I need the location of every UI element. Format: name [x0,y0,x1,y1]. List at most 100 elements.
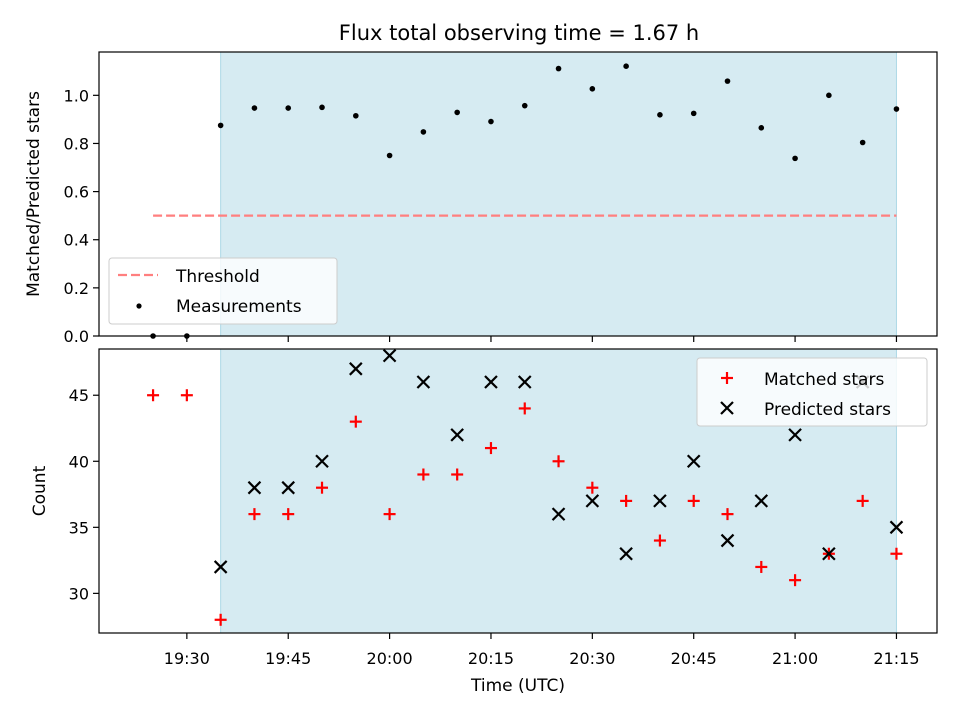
matched-star-point [653,534,666,547]
predicted-star-point [788,428,802,442]
measurement-point [285,105,292,111]
bottom-x-axis-ticks: 19:30 19:45 20:00 20:15 20:30 20:45 21:00 21:15 [164,633,920,668]
measurements-legend-swatch [136,303,142,309]
measurement-point [521,102,528,109]
top-x-axis-ticks [186,336,898,342]
measurement-point [251,105,258,111]
predicted-star-point [349,362,363,376]
measurement-point [758,125,765,131]
predicted-star-point [517,375,532,389]
measurement-point [690,110,697,117]
matched-star-point [383,508,396,521]
predicted-star-point [653,494,667,508]
predicted-star-point [619,546,633,561]
measurement-point [792,155,798,162]
measurement-point [724,78,731,84]
measurement-point [353,112,359,119]
matched-star-point [180,389,193,402]
matched-star-point [856,494,869,507]
predicted-star-point [450,428,464,442]
measurement-point [420,129,427,135]
matched-star-point [316,481,329,494]
predicted-star-point [585,494,600,508]
matched-star-point [349,415,362,428]
measurement-points [150,63,900,339]
top-y-axis-label: Matched/Predicted stars [24,91,44,297]
matched-star-point [282,508,295,521]
matched-legend-label: Matched stars [764,370,884,390]
threshold-legend-label: Threshold [175,267,260,287]
predicted-star-point [247,480,262,495]
top-y-tick-label: 1.0 [64,86,89,105]
predicted-legend-label: Predicted stars [764,400,891,420]
matched-stars-points [147,389,903,626]
predicted-star-point [213,560,228,574]
measurement-point [657,112,663,118]
x-tick-label: 20:45 [671,649,717,668]
measurement-point [555,65,562,72]
matched-star-point [789,574,802,587]
measurement-point [319,104,325,111]
figure-title: Flux total observing time = 1.67 h [339,21,699,45]
matched-star-point [451,468,464,481]
predicted-star-point [754,494,769,508]
predicted-star-point [484,375,498,389]
measurement-point [623,63,629,69]
x-tick-label: 20:30 [569,649,615,668]
x-tick-label: 21:00 [772,649,818,668]
measurement-point [859,139,866,146]
measurement-point [217,122,224,129]
matched-star-point [687,494,700,507]
measurement-point [454,109,460,116]
bottom-legend: Matched stars Predicted stars [696,357,928,427]
top-y-axis-ticks: 0.0 0.2 0.4 0.6 0.8 1.0 [64,86,99,346]
x-tick-label: 19:30 [164,649,210,668]
matched-star-point [518,402,531,415]
x-axis-label: Time (UTC) [470,676,565,696]
predicted-star-point [551,507,566,521]
bottom-legend-box [696,357,928,427]
bottom-plot-frame [98,348,938,634]
predicted-star-point [822,546,836,561]
matched-star-point [586,481,599,494]
predicted-star-point [281,480,296,495]
measurement-point [826,92,832,99]
top-y-tick-label: 0.8 [64,134,89,153]
matched-star-point [214,613,227,626]
x-tick-label: 19:45 [265,649,311,668]
predicted-legend-swatch [720,401,734,415]
top-y-tick-label: 0.2 [64,279,89,298]
matched-star-point [484,442,497,455]
matched-star-point [552,455,565,468]
predicted-star-point [382,348,397,363]
bottom-panel: 30 35 40 45 19:30 19:45 20:00 20:15 20:30 20:45 2… [30,348,938,696]
top-panel: 0.0 0.2 0.4 0.6 0.8 1.0 Matched/Predicted sta… [24,51,938,346]
x-tick-label: 20:15 [468,649,514,668]
matched-star-point [620,494,633,507]
matched-star-point [890,547,903,560]
predicted-star-point [315,454,329,469]
x-tick-label: 20:00 [367,649,413,668]
top-y-tick-label: 0.6 [64,183,89,202]
bottom-y-tick-label: 40 [69,452,89,471]
predicted-stars-points [213,348,904,574]
bottom-y-axis-ticks: 30 35 40 45 [69,386,99,603]
measurement-point [893,106,900,112]
matched-star-point [417,468,430,481]
measurement-point [589,86,596,92]
predicted-star-point [416,375,431,389]
predicted-star-point [720,533,735,548]
matched-star-point [147,389,160,402]
top-plot-frame [98,51,938,337]
top-y-tick-label: 0.0 [64,327,89,346]
measurement-point [488,118,494,125]
top-legend-box [108,257,338,325]
bottom-y-tick-label: 45 [69,386,89,405]
measurement-point [386,152,393,159]
matched-star-point [721,508,734,521]
matched-star-point [248,508,261,521]
x-tick-label: 21:15 [873,649,919,668]
predicted-star-point [686,454,701,469]
matched-legend-swatch [721,372,733,384]
